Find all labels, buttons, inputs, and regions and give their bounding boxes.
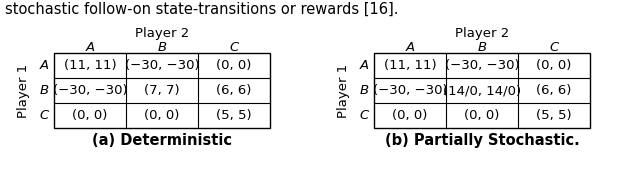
Text: (0, 0): (0, 0) [392, 109, 428, 122]
Text: (5, 5): (5, 5) [536, 109, 572, 122]
Text: (−30, −30): (−30, −30) [125, 59, 199, 72]
Text: C: C [360, 109, 369, 122]
Text: B: B [477, 41, 486, 54]
Text: (11, 11): (11, 11) [64, 59, 116, 72]
Bar [374, 53, 590, 128]
Text: (6, 6): (6, 6) [536, 84, 572, 97]
Text: (−30, −30): (−30, −30) [372, 84, 447, 97]
Text: Player 1: Player 1 [17, 63, 29, 118]
Text: (0, 0): (0, 0) [72, 109, 108, 122]
Text: A: A [85, 41, 95, 54]
Text: (14/0, 14/0): (14/0, 14/0) [443, 84, 521, 97]
Text: (b) Partially Stochastic.: (b) Partially Stochastic. [385, 133, 579, 148]
Text: (−30, −30): (−30, −30) [52, 84, 127, 97]
Bar [54, 53, 270, 128]
Text: (5, 5): (5, 5) [216, 109, 252, 122]
Text: (a) Deterministic: (a) Deterministic [92, 133, 232, 148]
Text: C: C [549, 41, 559, 54]
Text: B: B [40, 84, 49, 97]
Text: A: A [40, 59, 49, 72]
Text: (6, 6): (6, 6) [216, 84, 252, 97]
Text: (7, 7): (7, 7) [144, 84, 180, 97]
Text: B: B [360, 84, 369, 97]
Text: Player 2: Player 2 [455, 27, 509, 40]
Text: Player 1: Player 1 [337, 63, 349, 118]
Text: stochastic follow-on state-transitions or rewards [16].: stochastic follow-on state-transitions o… [5, 2, 399, 17]
Text: (0, 0): (0, 0) [536, 59, 572, 72]
Text: A: A [360, 59, 369, 72]
Text: (0, 0): (0, 0) [464, 109, 500, 122]
Text: (0, 0): (0, 0) [216, 59, 252, 72]
Text: (11, 11): (11, 11) [384, 59, 436, 72]
Text: B: B [157, 41, 166, 54]
Text: Player 2: Player 2 [135, 27, 189, 40]
Text: C: C [40, 109, 49, 122]
Text: (−30, −30): (−30, −30) [445, 59, 519, 72]
Text: (0, 0): (0, 0) [144, 109, 180, 122]
Text: C: C [229, 41, 239, 54]
Text: A: A [405, 41, 415, 54]
